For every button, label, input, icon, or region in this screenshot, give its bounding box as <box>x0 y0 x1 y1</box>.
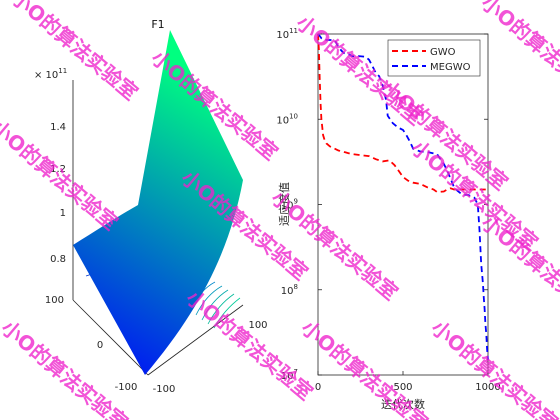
z-tick-label: 0.8 <box>50 254 66 265</box>
watermark-text: 小O的算法实验室 <box>477 0 560 110</box>
contour-line <box>207 293 235 325</box>
watermark-text: 小O的算法实验室 <box>182 285 318 404</box>
z-tick-label: 1.2 <box>50 164 66 175</box>
y-tick-label: 100 <box>248 320 267 331</box>
legend: GWO MEGWO <box>387 39 481 77</box>
legend-box <box>387 39 481 77</box>
z-ticks: 0.8 1 1.2 1.4 <box>50 122 66 265</box>
y-tick-label: 108 <box>281 283 298 297</box>
surface-mesh <box>73 30 243 375</box>
legend-label-gwo: GWO <box>430 47 456 58</box>
x-tick-label: 500 <box>393 382 412 393</box>
y-tick-label: 1011 <box>276 27 298 41</box>
x-tick-label: 0 <box>97 340 103 351</box>
y-axis-label: 适应度值 <box>277 182 291 226</box>
watermark-text: 小O的算法实验室 <box>7 0 143 105</box>
x-tick-label: 0 <box>315 382 321 393</box>
contour-line <box>213 297 241 329</box>
y-tick-label: 109 <box>281 198 298 212</box>
x-tick-label: 100 <box>45 295 64 306</box>
contour-line <box>195 285 223 316</box>
y-tick-label: 1010 <box>276 112 298 126</box>
series-lines <box>317 33 489 361</box>
z-multiplier: × 1011 <box>34 67 67 81</box>
x-axis-label: 迭代次数 <box>381 397 425 411</box>
y-tick-label: 107 <box>281 368 298 382</box>
box-edge-front-left <box>72 299 149 376</box>
plot-area <box>317 33 489 376</box>
z-multiplier-base: × 10 <box>34 70 58 81</box>
contour-line <box>201 289 229 321</box>
surface-title: F1 <box>151 18 164 31</box>
watermark-text: 小O的算法实验室 <box>0 315 132 420</box>
legend-label-megwo: MEGWO <box>430 62 471 73</box>
box-edge-front-right <box>147 304 244 376</box>
series-line-megwo <box>317 33 489 361</box>
x-tick-label: -100 <box>115 382 138 393</box>
convergence-chart: 107 108 109 1010 1011 0 500 1000 迭代次数 适应度值 GWO… <box>276 27 500 411</box>
z-tick-label: 1 <box>60 208 66 219</box>
y-ticks: 107 108 109 1010 1011 <box>276 27 488 382</box>
z-multiplier-exponent: 11 <box>58 67 67 75</box>
x-ticks: 0 500 1000 <box>315 371 501 393</box>
y-tick-label: -100 <box>153 384 176 395</box>
x-tick-label: 1000 <box>475 382 500 393</box>
z-tick-label: 1.4 <box>50 122 66 133</box>
surface-chart: F1 × 1011 0.8 1 1.2 1.4 100 0 -100 <box>34 18 268 395</box>
